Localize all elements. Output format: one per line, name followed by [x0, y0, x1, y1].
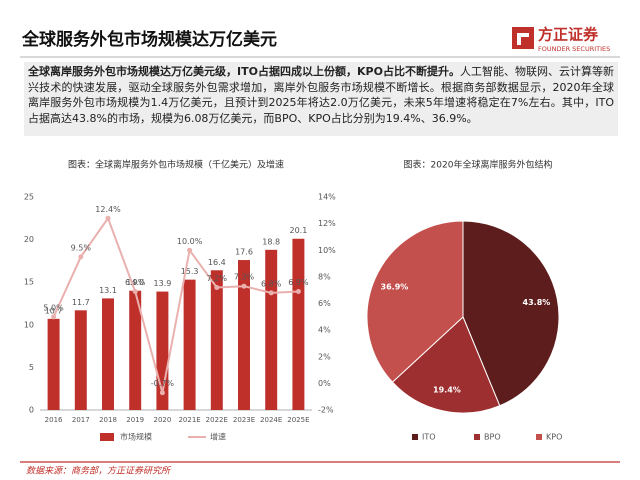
bar-value-label: 13.9	[153, 279, 171, 288]
growth-value-label: 7.2%	[207, 274, 228, 283]
legend-swatch	[100, 433, 114, 441]
legend-label: 增速	[210, 432, 226, 442]
slice-label: 19.4%	[433, 386, 461, 395]
pie-slice	[366, 220, 464, 383]
bar-value-label: 13.1	[99, 286, 117, 295]
legend-swatch	[474, 434, 480, 440]
pie-slice	[462, 220, 560, 407]
y2-tick-label: 8%	[318, 272, 331, 281]
y2-tick-label: 4%	[318, 326, 331, 335]
growth-value-label: 5.0%	[43, 303, 64, 312]
growth-point	[268, 290, 274, 296]
growth-point	[295, 289, 301, 295]
growth-point	[159, 390, 165, 396]
bar	[183, 279, 196, 410]
bar-value-label: 11.7	[72, 298, 90, 307]
growth-point	[78, 254, 84, 260]
x-tick-label: 2018	[99, 416, 117, 424]
bar-value-label: 16.4	[208, 258, 226, 267]
growth-value-label: 7.3%	[234, 273, 255, 282]
y2-tick-label: 10%	[318, 246, 336, 255]
logo-subtext: FOUNDER SECURITIES	[538, 45, 610, 53]
y2-tick-label: 12%	[318, 219, 336, 228]
bar-value-label: 18.8	[262, 237, 280, 246]
logo-mark	[517, 33, 529, 45]
growth-point	[132, 289, 138, 295]
y-tick-label: 5	[29, 363, 34, 372]
summary-text: 人工智能、物联网、云计算等新兴技术的快速发展，驱动全球服务外包需求增加，离岸外包…	[28, 65, 614, 125]
x-tick-label: 2024E	[260, 416, 282, 424]
slice-label: 43.8%	[523, 298, 551, 307]
growth-value-label: 6.9%	[288, 278, 309, 287]
bar	[74, 310, 87, 410]
bar-value-label: 20.1	[289, 226, 307, 235]
x-tick-label: 2016	[45, 416, 63, 424]
growth-value-label: 6.9%	[125, 278, 146, 287]
chart-title: 图表：2020年全球离岸服务外包结构	[404, 159, 553, 171]
legend-label: 市场规模	[120, 432, 152, 442]
y2-tick-label: 0%	[318, 379, 331, 388]
growth-value-label: 9.5%	[71, 243, 92, 252]
bar	[265, 249, 278, 410]
bar-value-label: 14.0	[126, 278, 144, 287]
y-tick-label: 10	[24, 320, 34, 329]
page-title: 全球服务外包市场规模达万亿美元	[21, 29, 277, 50]
x-tick-label: 2023E	[233, 416, 255, 424]
legend-label: KPO	[546, 433, 562, 442]
x-tick-label: 2020	[153, 416, 171, 424]
legend-label: BPO	[484, 433, 501, 442]
y2-tick-label: 6%	[318, 299, 331, 308]
pie-slice	[391, 316, 501, 414]
bar	[129, 290, 142, 410]
growth-point	[187, 247, 193, 253]
growth-value-label: 12.4%	[95, 205, 121, 214]
x-tick-label: 2019	[126, 416, 144, 424]
growth-point	[241, 283, 247, 289]
bar	[292, 238, 305, 410]
chart-title: 图表：全球离岸服务外包市场规模（千亿美元）及增速	[68, 159, 284, 171]
bar-value-label: 15.3	[181, 267, 199, 276]
y-tick-label: 0	[29, 406, 34, 415]
summary: 全球离岸服务外包市场规模达万亿美元级，ITO占据四成以上份额，KPO占比不断提升…	[24, 62, 618, 136]
x-tick-label: 2021E	[178, 416, 200, 424]
growth-value-label: 10.0%	[177, 237, 203, 246]
y2-tick-label: -2%	[318, 406, 334, 415]
legend-label: ITO	[422, 433, 436, 442]
y-tick-label: 25	[24, 193, 34, 202]
growth-line	[52, 216, 299, 393]
slice-label: 36.9%	[381, 282, 409, 291]
growth-value-label: 6.8%	[261, 279, 282, 288]
y2-tick-label: 2%	[318, 352, 331, 361]
logo-icon	[512, 27, 534, 49]
y-tick-label: 20	[24, 235, 34, 244]
growth-point	[51, 314, 57, 320]
legend-swatch	[412, 434, 418, 440]
x-tick-label: 2025E	[287, 416, 309, 424]
bar	[47, 318, 60, 410]
logo-text: 方正证券	[538, 26, 599, 44]
y-tick-label: 15	[24, 278, 34, 287]
growth-point	[214, 285, 220, 291]
x-tick-label: 2017	[72, 416, 90, 424]
growth-point	[105, 215, 111, 221]
bar	[102, 298, 114, 410]
growth-value-label: -0.7%	[151, 379, 175, 388]
bar-value-label: 17.6	[235, 248, 253, 257]
summary-lead: 全球离岸服务外包市场规模达万亿美元级，ITO占据四成以上份额，KPO占比不断提升…	[28, 65, 460, 78]
footer-source: 数据来源：商务部，方正证券研究所	[26, 466, 172, 477]
bar	[210, 270, 223, 410]
bar	[238, 260, 250, 410]
x-tick-label: 2022E	[206, 416, 228, 424]
bar-value-label: 10.7	[45, 306, 63, 315]
bar	[156, 291, 169, 410]
legend-swatch	[536, 434, 542, 440]
y2-tick-label: 14%	[318, 193, 336, 202]
